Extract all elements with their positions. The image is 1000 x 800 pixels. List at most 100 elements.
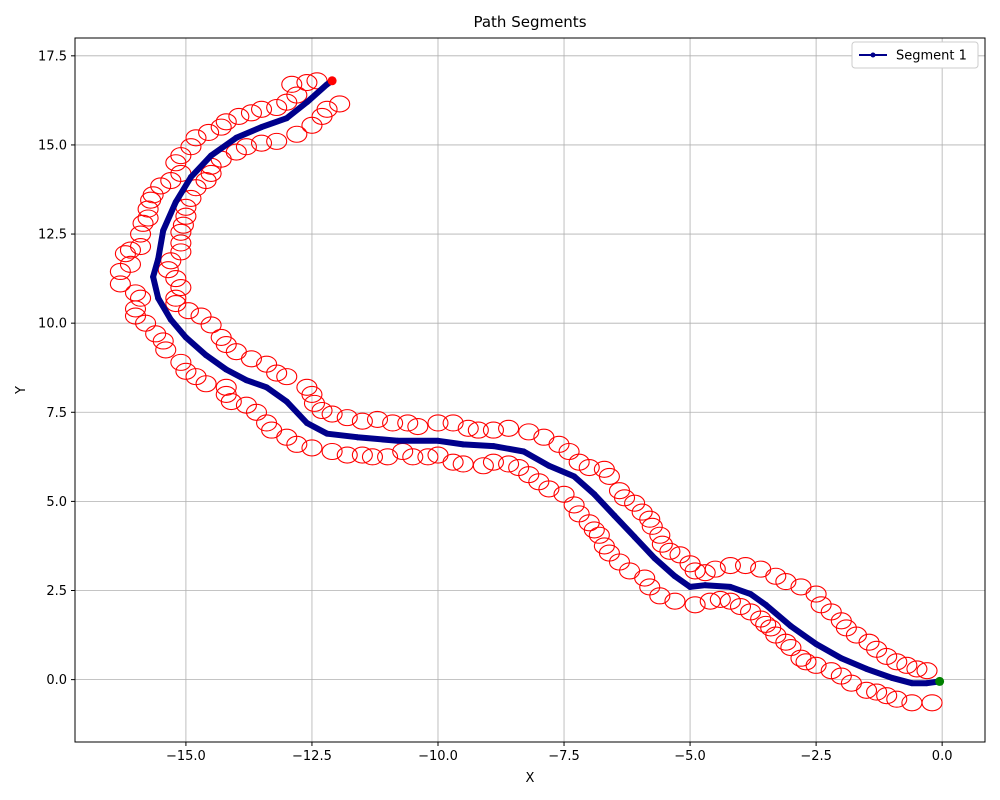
circle-marker [780, 638, 802, 657]
series-point [611, 512, 618, 519]
x-axis-label: X [526, 771, 535, 786]
circle-marker [845, 626, 867, 644]
circle-marker [755, 615, 777, 633]
circle-marker [250, 134, 273, 152]
series-point [545, 462, 552, 469]
series-line-segment-1 [150, 77, 943, 687]
circle-marker [165, 270, 187, 288]
series-point [702, 582, 709, 589]
series-point [258, 124, 265, 131]
series-point [727, 583, 734, 590]
series-point [263, 384, 270, 391]
circle-marker [876, 647, 898, 666]
series-point [762, 601, 769, 608]
circle-marker [175, 362, 197, 380]
series-point [155, 295, 162, 302]
circle-marker [170, 278, 192, 297]
circle-marker [452, 455, 474, 473]
x-tick-label: −12.5 [292, 749, 332, 764]
circle-marker [858, 633, 880, 651]
circle-marker [765, 567, 787, 585]
circle-marker [366, 410, 389, 428]
circle-marker [137, 200, 159, 218]
series-point [813, 640, 820, 647]
circle-marker [351, 446, 373, 464]
circle-marker [906, 660, 928, 678]
circle-marker [734, 557, 757, 575]
circle-marker [790, 649, 812, 667]
circle-marker [109, 275, 131, 293]
circle-marker [170, 234, 192, 252]
circle-marker [170, 353, 192, 371]
series-point [233, 134, 240, 141]
circle-marker [228, 107, 250, 125]
series-point [591, 491, 598, 498]
circle-marker [921, 694, 943, 712]
axis-ticks: −15.0 −12.5 −10.0 −7.5 −5.0 −2.5 0.0 0.0 2.5 5.0 7… [38, 49, 952, 764]
series-point [888, 674, 895, 681]
series-point [303, 99, 310, 106]
circle-marker [215, 113, 237, 131]
circle-marker [639, 578, 661, 596]
series-point [571, 473, 578, 480]
series-point [223, 366, 230, 373]
circle-marker [427, 446, 449, 464]
circle-marker [170, 223, 192, 241]
circle-marker [351, 412, 373, 430]
circle-marker [198, 123, 220, 142]
circle-marker [215, 378, 237, 396]
circle-marker [235, 396, 257, 414]
circle-marker [301, 385, 323, 404]
circle-marker [296, 74, 318, 92]
series-point [460, 441, 467, 448]
circle-marker [482, 453, 504, 471]
y-tick-label: 15.0 [38, 138, 67, 153]
circle-marker [157, 261, 179, 279]
circle-marker [820, 662, 842, 680]
circle-marker [482, 421, 504, 439]
circle-marker [190, 307, 212, 325]
circle-marker [830, 667, 852, 685]
circle-marker [568, 505, 590, 523]
circle-marker [402, 448, 424, 466]
chart-title: Path Segments [473, 13, 586, 31]
circle-marker [303, 394, 326, 412]
circle-marker [336, 446, 358, 464]
circle-marker [805, 585, 827, 603]
circle-marker [150, 177, 172, 195]
circle-marker [165, 295, 187, 313]
circle-marker [382, 414, 404, 432]
circle-marker [886, 653, 908, 671]
circle-marker [568, 453, 590, 471]
circle-marker [177, 302, 199, 320]
series-point [182, 334, 189, 341]
x-tick-label: −7.5 [548, 749, 580, 764]
circle-marker [659, 542, 681, 560]
circle-marker [442, 414, 464, 432]
circle-marker [119, 255, 142, 273]
circle-marker [137, 209, 159, 227]
series-point [167, 316, 174, 323]
circle-marker [498, 455, 520, 473]
circle-marker [407, 417, 429, 436]
series-point [863, 665, 870, 672]
series-point [747, 591, 754, 598]
series-point [155, 256, 162, 263]
circle-marker [729, 597, 752, 616]
y-tick-label: 10.0 [38, 317, 67, 332]
circle-marker [916, 662, 938, 680]
series-point [208, 152, 215, 159]
circle-marker [795, 653, 817, 671]
circle-marker [180, 138, 202, 156]
circle-marker [266, 98, 288, 117]
circle-marker [588, 526, 610, 544]
legend-box [851, 41, 979, 69]
circle-markers [109, 72, 943, 712]
circle-marker [518, 423, 540, 441]
circle-marker [286, 125, 308, 143]
circle-marker [200, 316, 222, 334]
circle-marker [124, 284, 147, 302]
circle-marker [709, 590, 731, 608]
circle-marker [578, 458, 600, 477]
circle-marker [866, 683, 888, 701]
